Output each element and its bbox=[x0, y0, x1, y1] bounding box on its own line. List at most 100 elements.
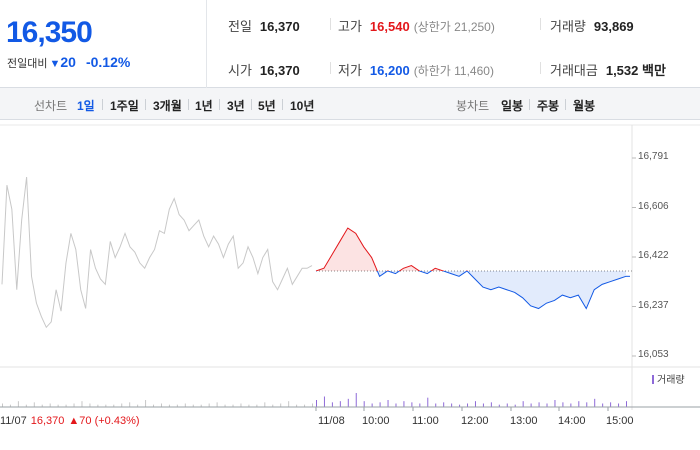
volume-bar bbox=[81, 401, 83, 407]
volume-bar bbox=[578, 401, 580, 407]
volume-bar bbox=[25, 404, 27, 407]
divider bbox=[565, 99, 566, 110]
price-chart[interactable]: 16,791 16,606 16,422 16,237 16,053 거래량 1… bbox=[0, 120, 700, 450]
lower-limit: (하한가 11,460) bbox=[413, 64, 494, 78]
volume-bar bbox=[65, 404, 67, 407]
tab-period-3y[interactable]: 3년 bbox=[227, 99, 245, 113]
divider bbox=[540, 62, 541, 74]
tab-candle-weekly[interactable]: 주봉 bbox=[537, 99, 560, 113]
tab-period-1d[interactable]: 1일 bbox=[77, 99, 95, 113]
volume-bar bbox=[121, 403, 123, 407]
volume-bar bbox=[97, 404, 99, 407]
volume-bar bbox=[2, 403, 3, 407]
volume-bar bbox=[371, 403, 373, 407]
volume-bar bbox=[626, 401, 627, 407]
stat-prev-close: 전일 16,370 bbox=[228, 16, 300, 35]
prev-close-label: 전일 bbox=[228, 19, 252, 34]
volume-bar bbox=[562, 402, 564, 407]
volume-bar bbox=[73, 403, 75, 407]
volume-bar bbox=[602, 403, 604, 407]
volume-bar bbox=[200, 404, 202, 407]
volume-bar bbox=[57, 404, 59, 407]
chart-grid bbox=[0, 124, 700, 410]
previous-day-date: 11/07 bbox=[0, 415, 27, 427]
trade-value-label: 거래대금 bbox=[550, 63, 598, 78]
volume-bar bbox=[459, 404, 461, 407]
up-line bbox=[315, 227, 468, 271]
volume-bar bbox=[256, 404, 258, 407]
volume-bar bbox=[482, 403, 484, 407]
volume-value: 93,869 bbox=[593, 19, 634, 34]
down-area bbox=[316, 270, 626, 309]
volume-bar bbox=[427, 397, 429, 407]
volume-bar bbox=[546, 403, 548, 407]
volume-bar bbox=[522, 401, 524, 407]
divider bbox=[330, 62, 331, 74]
x-tick-label: 11/08 bbox=[318, 415, 345, 427]
volume-bar bbox=[160, 403, 162, 407]
y-tick-label: 16,791 bbox=[638, 151, 669, 162]
x-tick-label: 13:00 bbox=[510, 415, 538, 427]
tab-period-5y[interactable]: 5년 bbox=[258, 99, 276, 113]
volume-bar bbox=[232, 404, 234, 407]
previous-day-close: 16,370 bbox=[30, 415, 65, 427]
tab-period-1w[interactable]: 1주일 bbox=[110, 99, 139, 113]
quote-header: 16,350 전일대비 ▼20 -0.12% 전일 16,370 고가 16,540 (상… bbox=[0, 0, 700, 88]
volume-bar bbox=[176, 404, 178, 407]
stat-volume: 거래량 93,869 bbox=[550, 16, 634, 35]
volume-bar bbox=[113, 404, 115, 407]
volume-bars bbox=[2, 393, 627, 407]
x-tick-label: 12:00 bbox=[461, 415, 489, 427]
volume-label: 거래량 bbox=[550, 19, 586, 34]
volume-bar bbox=[498, 404, 500, 407]
current-price: 16,350 bbox=[6, 16, 93, 49]
today-series bbox=[315, 227, 630, 310]
volume-bar bbox=[411, 402, 413, 407]
volume-bar bbox=[474, 401, 476, 407]
volume-legend-label: 거래량 bbox=[657, 375, 685, 386]
down-line bbox=[316, 270, 627, 310]
volume-bar bbox=[280, 403, 282, 407]
volume-bar bbox=[248, 404, 250, 407]
stat-low: 저가 16,200 (하한가 11,460) bbox=[338, 60, 494, 79]
volume-swatch bbox=[652, 375, 654, 384]
volume-bar bbox=[288, 401, 290, 407]
volume-bar bbox=[137, 404, 139, 407]
volume-bar bbox=[379, 402, 381, 407]
high-value: 16,540 bbox=[369, 19, 410, 34]
upper-limit: (상한가 21,250) bbox=[413, 20, 495, 34]
volume-bar bbox=[168, 404, 170, 407]
volume-bar bbox=[323, 396, 325, 407]
tab-candle-monthly[interactable]: 월봉 bbox=[573, 99, 596, 113]
volume-bar bbox=[395, 403, 397, 407]
x-tick-label: 14:00 bbox=[558, 415, 586, 427]
low-label: 저가 bbox=[338, 63, 362, 78]
volume-legend: 거래량 bbox=[652, 371, 685, 386]
tab-period-1y[interactable]: 1년 bbox=[195, 99, 213, 113]
volume-bar bbox=[312, 403, 313, 407]
divider bbox=[540, 18, 541, 30]
volume-bar bbox=[339, 401, 341, 407]
tab-period-3m[interactable]: 3개월 bbox=[153, 99, 182, 113]
volume-bar bbox=[224, 404, 226, 407]
volume-bar bbox=[538, 402, 540, 407]
up-area bbox=[316, 228, 626, 271]
volume-bar bbox=[435, 403, 437, 407]
stat-high: 고가 16,540 (상한가 21,250) bbox=[338, 16, 495, 35]
high-label: 고가 bbox=[338, 19, 362, 34]
chart-tab-bar: 선차트 1일 1주일 3개월 1년 3년 5년 10년 봉차트 일봉 주봉 월봉 bbox=[0, 88, 700, 120]
volume-bar bbox=[610, 402, 612, 407]
change-line: 전일대비 ▼20 -0.12% bbox=[7, 54, 130, 71]
volume-bar bbox=[145, 400, 147, 407]
volume-bar bbox=[9, 404, 11, 407]
y-tick-label: 16,237 bbox=[638, 300, 669, 311]
x-tick-label: 11:00 bbox=[412, 415, 439, 427]
volume-bar bbox=[331, 402, 333, 407]
volume-bar bbox=[316, 400, 317, 407]
divider bbox=[188, 99, 189, 110]
tab-period-10y[interactable]: 10년 bbox=[290, 99, 315, 113]
volume-bar bbox=[594, 398, 596, 407]
volume-bar bbox=[264, 402, 266, 407]
tab-candle-daily[interactable]: 일봉 bbox=[501, 99, 524, 113]
previous-day-series bbox=[1, 176, 313, 329]
